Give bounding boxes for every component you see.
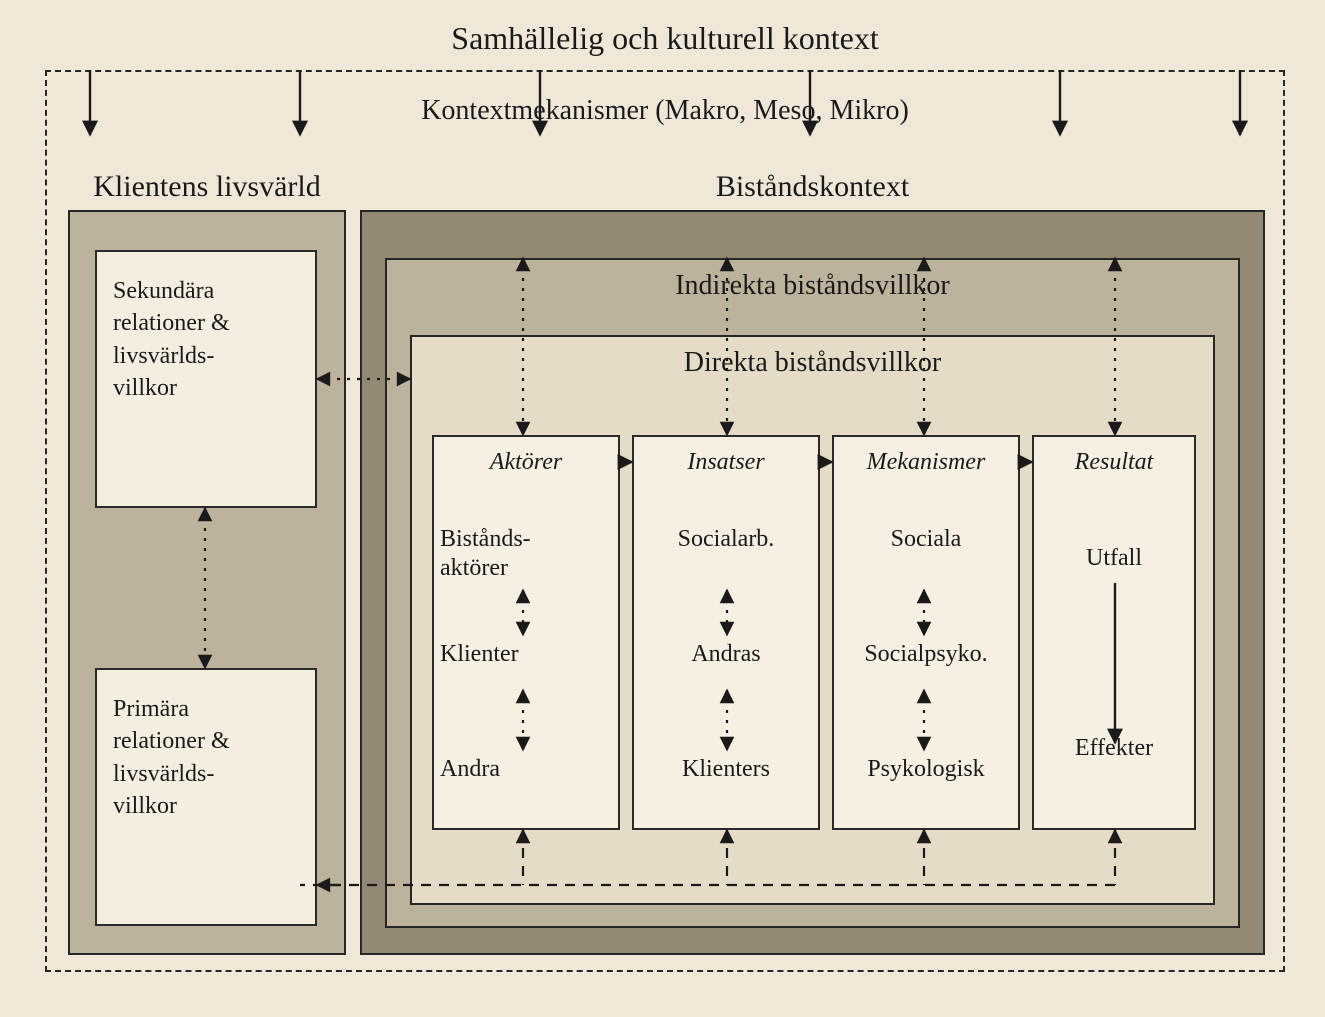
arrows-layer [0, 0, 1325, 1017]
diagram-stage: Samhällelig och kulturell kontextKontext… [0, 0, 1325, 1017]
